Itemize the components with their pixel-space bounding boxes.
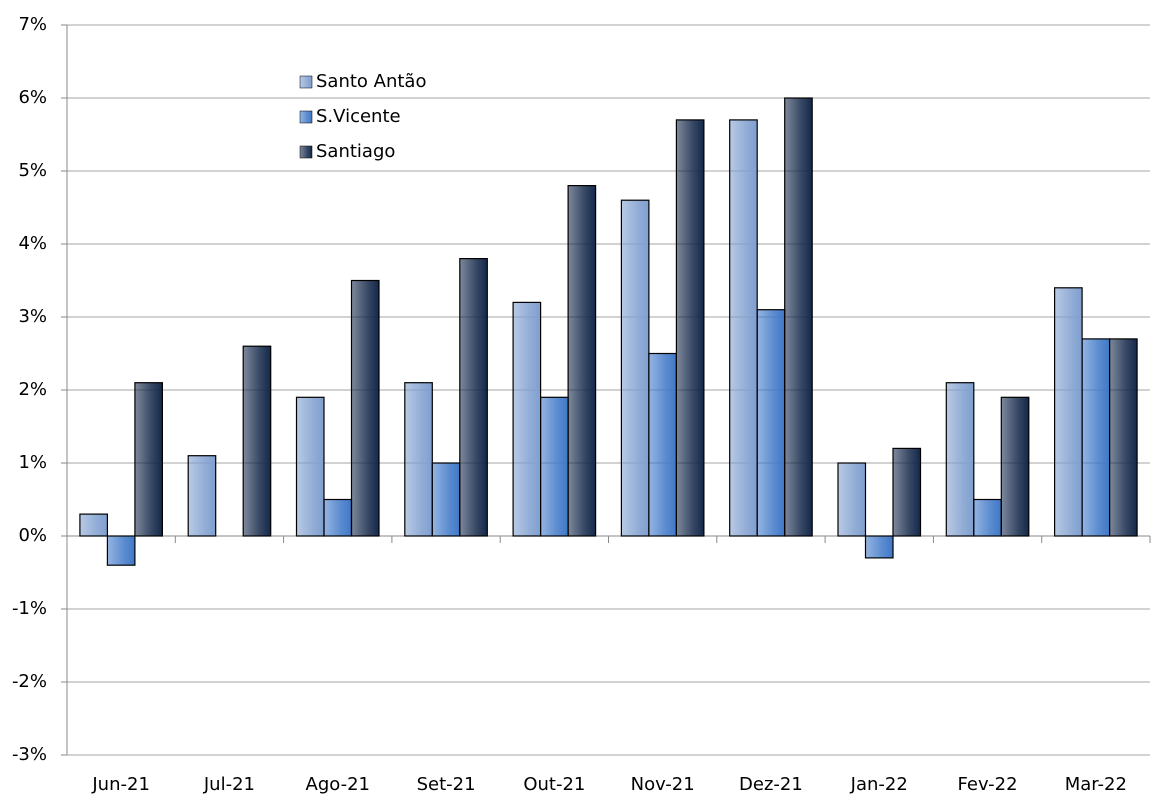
legend-label: Santiago bbox=[316, 141, 395, 162]
bar bbox=[539, 396, 569, 537]
y-tick-label: 4% bbox=[18, 233, 47, 254]
bar bbox=[350, 279, 380, 537]
y-tick-label: -1% bbox=[12, 598, 47, 619]
x-tick-label: Nov-21 bbox=[631, 774, 695, 795]
y-tick-label: 0% bbox=[18, 525, 47, 546]
y-tick-label: 2% bbox=[18, 379, 47, 400]
y-tick-label: 7% bbox=[18, 14, 47, 35]
x-tick-label: Mar-22 bbox=[1065, 774, 1127, 795]
bar bbox=[1081, 338, 1111, 537]
y-tick-label: 1% bbox=[18, 452, 47, 473]
legend-swatch bbox=[299, 145, 313, 159]
x-tick-label: Out-21 bbox=[523, 774, 585, 795]
bar bbox=[187, 455, 217, 537]
bar bbox=[79, 513, 109, 537]
x-tick-label: Jun-21 bbox=[91, 774, 150, 795]
bar bbox=[323, 498, 353, 537]
bar bbox=[295, 396, 325, 537]
y-tick-label: -3% bbox=[12, 744, 47, 765]
legend-swatch bbox=[299, 75, 313, 89]
legend-label: S.Vicente bbox=[316, 106, 401, 127]
bar bbox=[945, 382, 975, 537]
bar bbox=[242, 345, 272, 537]
bar bbox=[973, 498, 1002, 537]
bar bbox=[756, 309, 786, 537]
bar bbox=[1000, 396, 1030, 537]
bar bbox=[1108, 338, 1138, 537]
bar bbox=[675, 119, 705, 537]
x-tick-label: Set-21 bbox=[417, 774, 476, 795]
legend-label: Santo Antão bbox=[316, 71, 426, 92]
bar bbox=[567, 185, 597, 537]
bar bbox=[106, 535, 136, 566]
bar bbox=[620, 199, 650, 537]
bar bbox=[648, 352, 678, 537]
bar bbox=[1053, 287, 1083, 537]
x-tick-label: Jul-21 bbox=[203, 774, 255, 795]
x-tick-label: Ago-21 bbox=[306, 774, 371, 795]
bar bbox=[784, 97, 813, 537]
bar bbox=[431, 462, 461, 537]
x-tick-label: Dez-21 bbox=[739, 774, 803, 795]
x-tick-label: Fev-22 bbox=[958, 774, 1018, 795]
y-tick-label: 5% bbox=[18, 160, 47, 181]
bar bbox=[729, 119, 758, 537]
legend-swatch bbox=[299, 110, 313, 124]
y-tick-label: 3% bbox=[18, 306, 47, 327]
x-tick-label: Jan-22 bbox=[850, 774, 908, 795]
y-tick-label: 6% bbox=[18, 87, 47, 108]
bar bbox=[512, 301, 542, 537]
bar bbox=[892, 447, 922, 537]
bar bbox=[134, 382, 163, 537]
bar bbox=[459, 258, 488, 537]
bar bbox=[837, 462, 867, 537]
bar bbox=[864, 535, 894, 559]
bar bbox=[404, 382, 433, 537]
y-tick-label: -2% bbox=[12, 671, 47, 692]
